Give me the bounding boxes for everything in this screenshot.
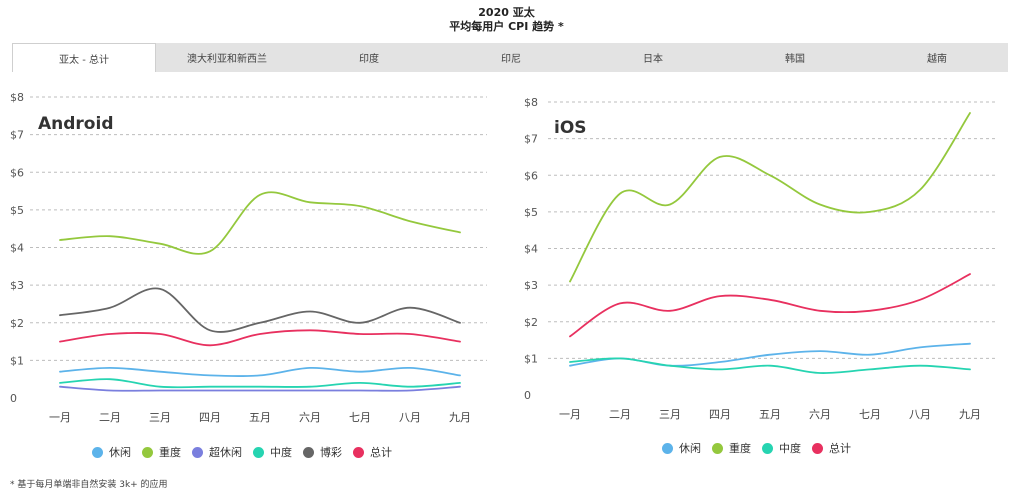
ios-y-tick-label: $3 (524, 279, 538, 292)
ios-x-tick-label: 四月 (709, 408, 731, 421)
legend-item-casual: 休闲 (92, 444, 131, 460)
android-series-line-casual (59, 366, 461, 378)
ios-y-tick-label: 0 (524, 389, 531, 402)
android-chart-title: Android (38, 114, 114, 134)
android-series-line-gambling (59, 287, 461, 333)
ios-x-tick-label: 八月 (909, 408, 931, 421)
ios-x-tick-label: 五月 (759, 408, 781, 421)
tab-japan[interactable]: 日本 (643, 54, 663, 65)
legend-item-gambling: 博彩 (303, 444, 342, 460)
legend-label: 休闲 (679, 442, 701, 455)
ios-x-tick-label: 七月 (859, 408, 881, 421)
ios-y-tick-label: $5 (524, 206, 538, 219)
tab-vietnam[interactable]: 越南 (927, 54, 947, 65)
region-tabs: 亚太 - 总计 澳大利亚和新西兰 印度 印尼 日本 韩国 越南 (12, 43, 1008, 72)
legend-swatch (353, 446, 364, 458)
legend-swatch (142, 446, 153, 458)
legend-label: 总计 (370, 446, 392, 459)
android-x-tick-label: 七月 (349, 411, 371, 424)
ios-y-tick-label: $4 (524, 243, 538, 256)
android-x-tick-label: 五月 (249, 411, 271, 424)
android-x-tick-label: 一月 (49, 411, 71, 424)
ios-series-line-casual (569, 342, 971, 367)
android-legend: 休闲 重度 超休闲 中度 博彩 总计 (92, 444, 403, 460)
ios-x-tick-label: 二月 (609, 408, 631, 421)
tab-korea[interactable]: 韩国 (785, 54, 805, 65)
legend-item-hardcore: 重度 (142, 444, 181, 460)
legend-label: 总计 (829, 442, 851, 455)
android-x-tick-label: 九月 (449, 411, 471, 424)
tab-india[interactable]: 印度 (359, 54, 379, 65)
android-series-line-hypercasual (59, 385, 461, 392)
tab-indonesia[interactable]: 印尼 (501, 54, 521, 65)
android-y-tick-label: $6 (10, 166, 24, 179)
android-y-tick-label: 0 (10, 392, 17, 405)
title-metric: 平均每用户 CPI 趋势 * (449, 20, 564, 33)
legend-item-total: 总计 (812, 440, 851, 456)
ios-y-tick-label: $6 (524, 169, 538, 182)
android-series-line-midcore (59, 378, 461, 389)
android-y-tick-label: $7 (10, 129, 24, 142)
legend-swatch (303, 446, 314, 458)
android-series-line-total (59, 329, 461, 347)
legend-item-midcore: 中度 (253, 444, 292, 460)
android-y-tick-label: $5 (10, 204, 24, 217)
legend-swatch (662, 442, 673, 454)
android-x-tick-label: 六月 (299, 411, 321, 424)
ios-x-tick-label: 一月 (559, 408, 581, 421)
ios-y-tick-label: $7 (524, 133, 538, 146)
legend-label: 休闲 (109, 446, 131, 459)
footnote: * 基于每月单端非自然安装 3k+ 的应用 (10, 480, 168, 490)
ios-series-line-total (569, 273, 971, 338)
legend-label: 重度 (729, 442, 751, 455)
ios-chart-title: iOS (554, 118, 587, 138)
legend-swatch (192, 446, 203, 458)
title-region: 2020 亚太 (478, 6, 535, 19)
android-x-tick-label: 四月 (199, 411, 221, 424)
legend-swatch (712, 442, 723, 454)
ios-y-tick-label: $8 (524, 96, 538, 109)
legend-swatch (762, 442, 773, 454)
ios-y-tick-label: $2 (524, 316, 538, 329)
android-y-tick-label: $4 (10, 242, 24, 255)
legend-swatch (92, 446, 103, 458)
legend-swatch (253, 446, 264, 458)
chart-title: 2020 亚太 平均每用户 CPI 趋势 * (0, 6, 1013, 34)
android-y-tick-label: $1 (10, 354, 24, 367)
legend-label: 超休闲 (209, 446, 242, 459)
android-x-tick-label: 八月 (399, 411, 421, 424)
legend-label: 博彩 (320, 446, 342, 459)
android-y-tick-label: $3 (10, 279, 24, 292)
android-y-tick-label: $2 (10, 317, 24, 330)
android-y-tick-label: $8 (10, 91, 24, 104)
legend-label: 重度 (159, 446, 181, 459)
legend-swatch (812, 442, 823, 454)
ios-series-line-midcore (569, 357, 971, 374)
legend-label: 中度 (779, 442, 801, 455)
ios-x-tick-label: 三月 (659, 408, 681, 421)
ios-legend: 休闲 重度 中度 总计 (662, 440, 862, 456)
legend-item-midcore: 中度 (762, 440, 801, 456)
ios-x-tick-label: 六月 (809, 408, 831, 421)
ios-series-line-hardcore (569, 112, 971, 283)
legend-item-hardcore: 重度 (712, 440, 751, 456)
android-x-tick-label: 二月 (99, 411, 121, 424)
android-series-line-hardcore (59, 191, 461, 255)
ios-y-tick-label: $1 (524, 352, 538, 365)
ios-x-tick-label: 九月 (959, 408, 981, 421)
legend-item-total: 总计 (353, 444, 392, 460)
tab-apac-total[interactable]: 亚太 - 总计 (12, 43, 156, 72)
legend-label: 中度 (270, 446, 292, 459)
legend-item-casual: 休闲 (662, 440, 701, 456)
tab-australia-nz[interactable]: 澳大利亚和新西兰 (187, 54, 267, 65)
android-x-tick-label: 三月 (149, 411, 171, 424)
legend-item-hypercasual: 超休闲 (192, 444, 242, 460)
